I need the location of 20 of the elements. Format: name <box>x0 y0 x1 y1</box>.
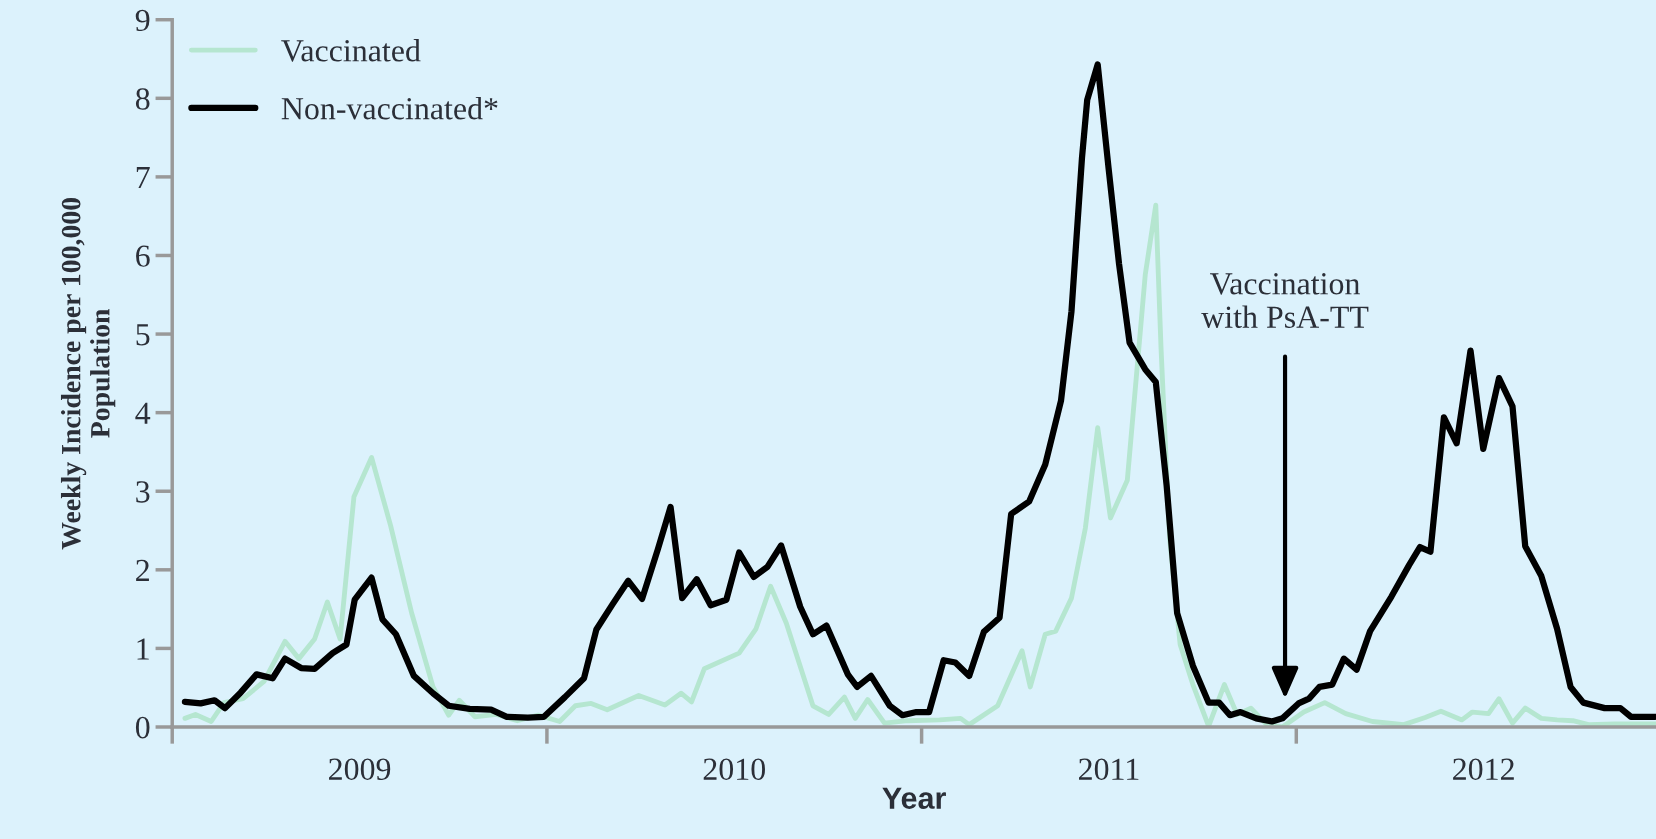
y-tick-label: 4 <box>135 402 151 424</box>
annotation: Vaccination with PsA-TT <box>1201 273 1369 328</box>
legend-label: Non-vaccinated* <box>281 96 498 120</box>
x-tick-label: 2011 <box>1079 758 1139 781</box>
y-axis-title: Weekly Incidence per 100,000 Population <box>60 197 116 550</box>
y-tick-label: 7 <box>136 167 150 188</box>
legend-label: Vaccinated <box>281 39 421 62</box>
y-tick-label: 9 <box>135 9 150 32</box>
y-tick-label: 3 <box>136 481 150 503</box>
y-tick-label: 2 <box>136 559 149 581</box>
x-axis-title: Year <box>882 787 946 809</box>
y-tick-label: 8 <box>135 88 150 110</box>
x-tick-label: 2012 <box>1453 758 1514 781</box>
y-tick-label: 6 <box>136 245 150 267</box>
x-tick-label: 2010 <box>703 758 765 781</box>
x-tick-label: 2009 <box>329 758 391 781</box>
y-tick-label: 0 <box>135 716 150 739</box>
y-tick-label: 5 <box>136 324 150 346</box>
line-series <box>182 202 1656 727</box>
y-tick-label: 1 <box>137 638 149 660</box>
